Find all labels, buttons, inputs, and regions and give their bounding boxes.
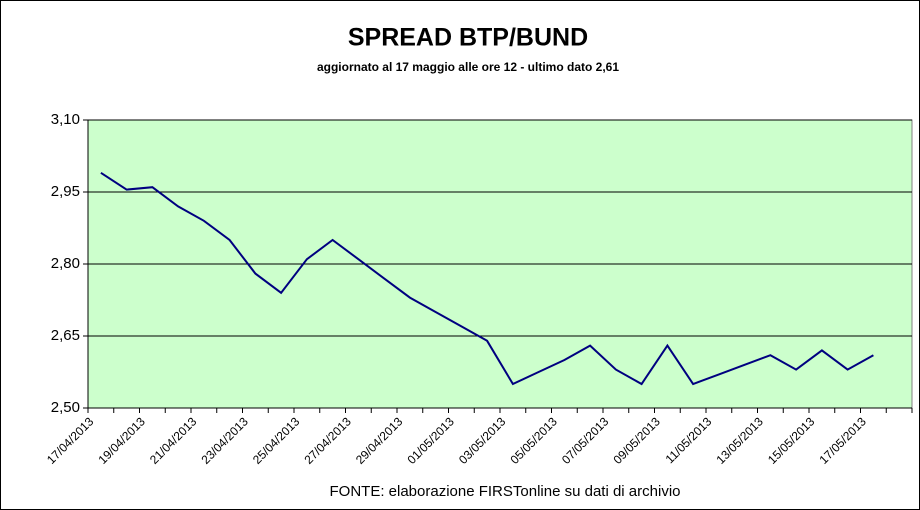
chart-title: SPREAD BTP/BUND [348,24,588,52]
source-note: FONTE: elaborazione FIRSTonline su dati … [330,483,681,500]
y-tick-label: 2,50 [51,399,80,416]
chart-subtitle: aggiornato al 17 maggio alle ore 12 - ul… [317,60,619,74]
data-line [100,171,874,386]
y-tick-label: 2,65 [51,327,80,344]
y-tick-label: 2,80 [51,255,80,272]
y-tick-label: 2,95 [51,183,80,200]
y-tick-label: 3,10 [51,111,80,128]
